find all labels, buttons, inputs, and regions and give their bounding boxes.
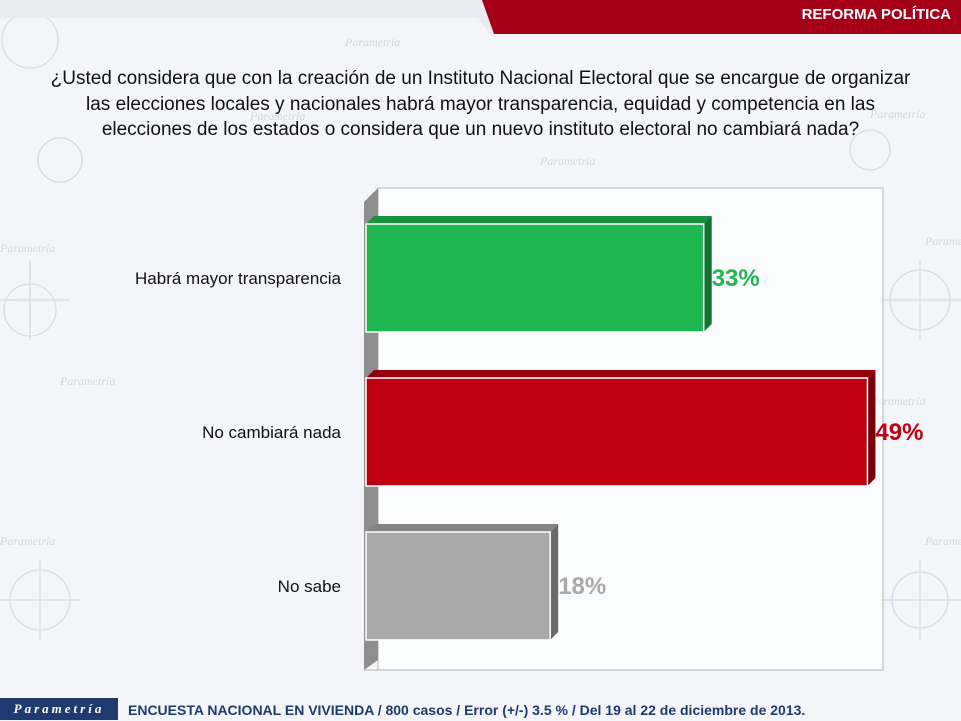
bar bbox=[365, 223, 705, 333]
watermark-text: Parametría bbox=[249, 109, 305, 123]
watermark-text: Parametría bbox=[924, 534, 961, 548]
watermark-text: Parametría bbox=[0, 534, 55, 548]
watermark-text: Parametría bbox=[869, 107, 925, 121]
watermark-text: Parametría bbox=[0, 241, 55, 255]
watermark-text: Parametría bbox=[539, 154, 595, 168]
watermark-text: Parametría bbox=[924, 234, 961, 248]
question-line: las elecciones locales y nacionales habr… bbox=[86, 93, 875, 115]
header-bar bbox=[0, 0, 961, 34]
bar-top bbox=[366, 370, 876, 378]
bar bbox=[365, 377, 869, 487]
bar bbox=[365, 531, 551, 641]
bar-side bbox=[867, 370, 876, 486]
data-label: 49% bbox=[875, 419, 923, 446]
question-line: ¿Usted considera que con la creación de … bbox=[50, 68, 911, 89]
category-label: No sabe bbox=[278, 577, 341, 596]
question-text: ¿Usted considera que con la creación de … bbox=[20, 66, 941, 143]
footer-survey-info: ENCUESTA NACIONAL EN VIVIENDA / 800 caso… bbox=[128, 702, 806, 718]
bar-side bbox=[550, 524, 559, 640]
bar-chart: 33% Habrá mayor transparencia 49% No cambia… bbox=[135, 187, 923, 671]
data-label: 18% bbox=[558, 573, 606, 600]
data-label: 33% bbox=[712, 265, 760, 292]
bar-side bbox=[703, 216, 712, 332]
bar-top bbox=[366, 216, 712, 224]
watermark-text: Parametría bbox=[59, 374, 115, 388]
question-line: elecciones de los estados o considera qu… bbox=[101, 119, 860, 140]
bar-top bbox=[366, 524, 559, 532]
footer-logo: Parametría bbox=[0, 698, 118, 720]
category-label: No cambiará nada bbox=[202, 423, 341, 442]
watermark-text: Parametría bbox=[344, 35, 400, 49]
section-label: REFORMA POLÍTICA bbox=[801, 6, 951, 23]
category-label: Habrá mayor transparencia bbox=[135, 269, 342, 288]
